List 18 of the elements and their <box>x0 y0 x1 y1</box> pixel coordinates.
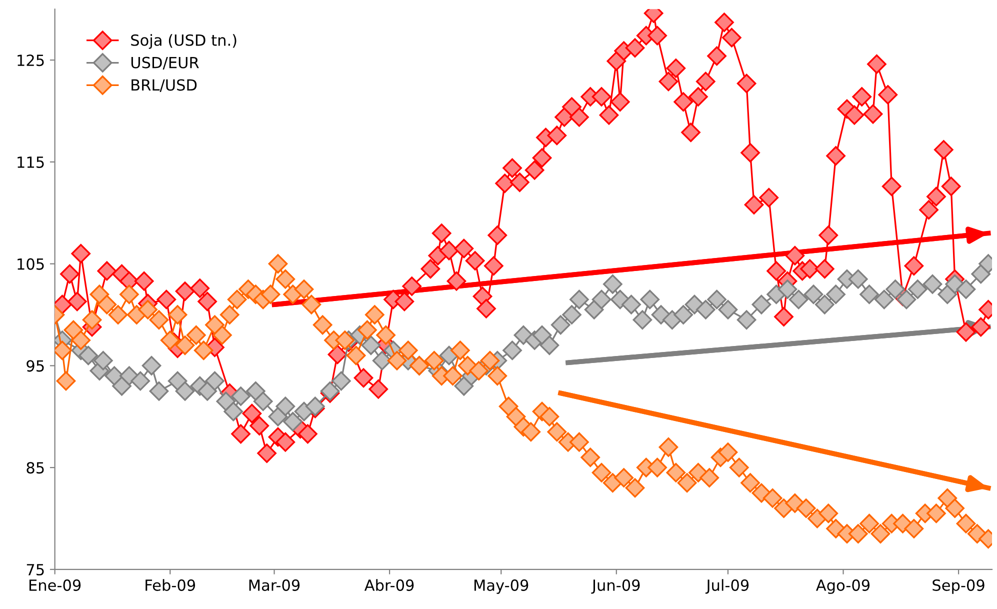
y-tick-label: 125 <box>18 54 44 66</box>
y-tick-label: 115 <box>18 156 44 168</box>
x-tick-label: Sep-09 <box>932 579 984 594</box>
x-tick-label: Jul-09 <box>705 579 749 594</box>
x-tick-label: Feb-09 <box>146 579 196 591</box>
legend-label: Soja (USD tn.) <box>131 34 236 49</box>
x-tick-label: Ago-09 <box>816 579 870 594</box>
legend-label: BRL/USD <box>132 79 197 92</box>
y-tick-label: 85 <box>26 462 44 474</box>
y-tick-label: 105 <box>18 258 44 270</box>
x-tick-label: May-09 <box>474 579 528 594</box>
x-tick-label: Ene-09 <box>29 579 81 591</box>
y-tick-label: 95 <box>26 360 44 372</box>
legend-label: USD/EUR <box>131 56 199 70</box>
x-tick-label: Abr-09 <box>364 579 414 591</box>
y-tick-label: 75 <box>26 564 44 576</box>
x-tick-label: Mar-09 <box>249 579 300 591</box>
x-tick-label: Jun-09 <box>591 579 640 594</box>
